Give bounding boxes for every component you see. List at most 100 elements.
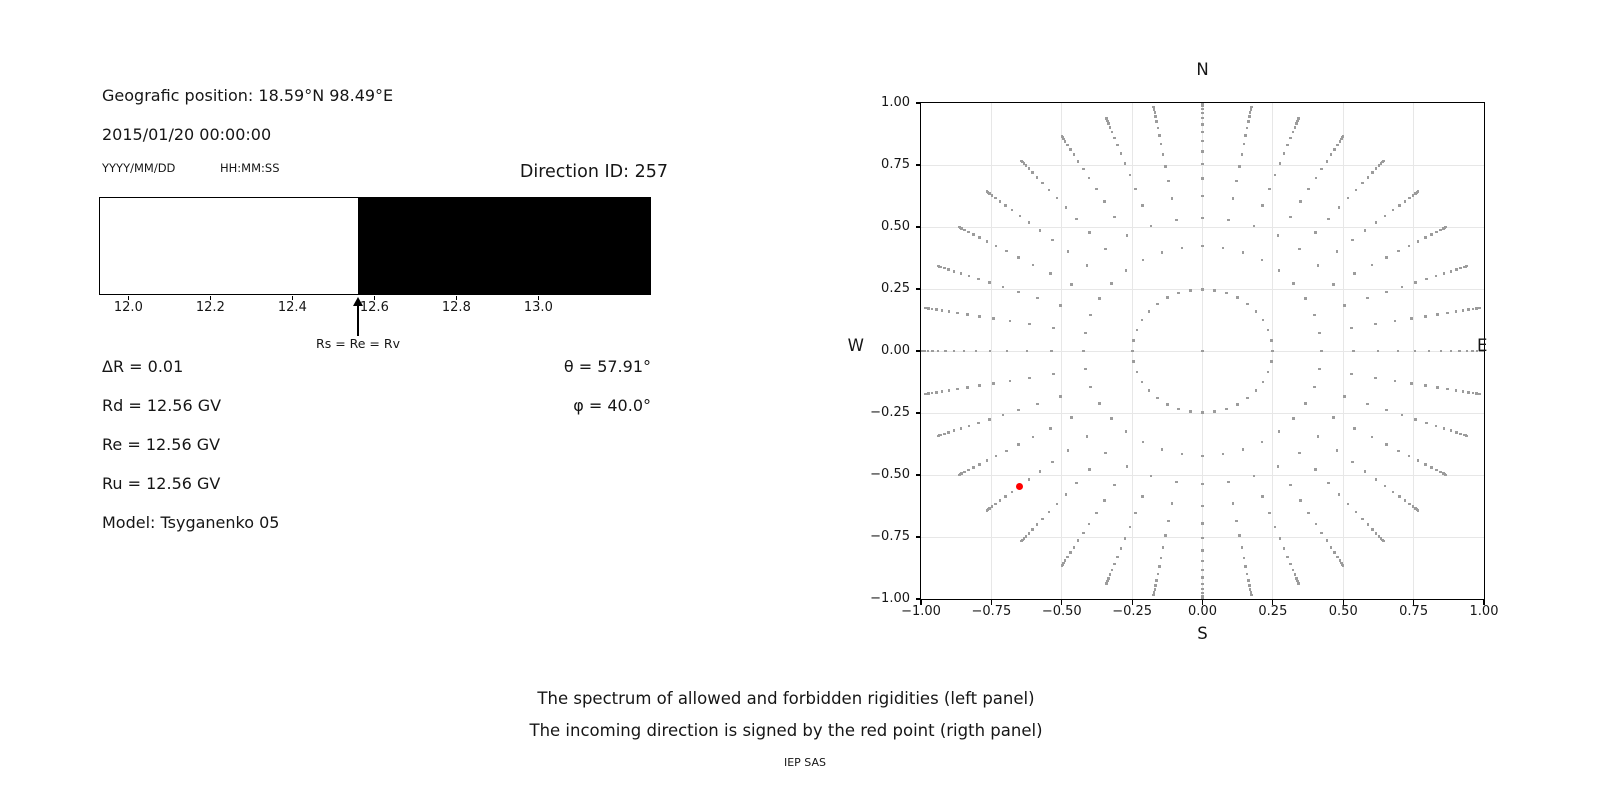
direction-x-tick — [1342, 600, 1344, 605]
direction-grid-dot — [1024, 535, 1028, 538]
date-format-label: YYYY/MM/DD — [102, 161, 176, 175]
direction-grid-dot — [1340, 137, 1343, 141]
direction-grid-dot — [1408, 502, 1411, 506]
direction-grid-dot — [1442, 227, 1445, 230]
direction-grid-dot — [1289, 562, 1292, 566]
direction-y-tick — [915, 598, 920, 600]
direction-grid-dot — [1027, 221, 1031, 224]
direction-grid-dot — [1398, 204, 1401, 207]
direction-y-tick — [915, 412, 920, 414]
credit-text: IEP SAS — [783, 756, 827, 769]
direction-grid-dot — [1379, 162, 1383, 165]
direction-grid-dot — [1374, 322, 1377, 326]
direction-grid-dot — [1391, 208, 1395, 212]
direction-grid-dot — [958, 473, 962, 476]
direction-grid-dot — [937, 434, 941, 437]
direction-grid-dot — [1374, 167, 1378, 170]
direction-grid-dot — [1475, 392, 1478, 395]
direction-grid-dot — [1379, 537, 1383, 540]
direction-grid-dot — [1260, 258, 1264, 262]
direction-grid-dot — [1434, 424, 1438, 428]
direction-grid-dot — [925, 306, 928, 310]
direction-grid-dot — [1017, 443, 1020, 446]
direction-grid-dot — [1443, 226, 1447, 229]
direction-grid-dot — [1333, 551, 1336, 554]
direction-grid-dot — [1124, 269, 1128, 272]
direction-grid-dot — [1017, 290, 1020, 294]
direction-grid-dot — [1268, 511, 1271, 515]
direction-grid-dot — [959, 272, 963, 275]
direction-grid-dot — [1128, 525, 1132, 529]
caption-line1: The spectrum of allowed and forbidden ri… — [537, 689, 1035, 708]
direction-grid-dot — [1246, 396, 1249, 400]
direction-grid-dot — [1201, 504, 1204, 508]
direction-grid-dot — [1307, 511, 1310, 515]
direction-grid-dot — [1366, 402, 1369, 406]
direction-y-tick — [915, 536, 920, 538]
direction-grid-dot — [988, 418, 991, 421]
direction-grid-dot — [1296, 119, 1299, 123]
direction-grid-dot — [1038, 470, 1042, 473]
direction-grid-dot — [1089, 385, 1092, 389]
direction-grid-dot — [1385, 290, 1388, 294]
direction-grid-dot — [1376, 349, 1380, 353]
direction-grid-dot — [939, 265, 943, 269]
direction-grid-dot — [1123, 537, 1127, 540]
direction-grid-dot — [1341, 135, 1344, 139]
direction-y-tick-label: −0.50 — [870, 467, 910, 482]
direction-grid-dot — [1004, 495, 1007, 498]
direction-grid-dot — [1266, 328, 1270, 332]
direction-grid-dot — [947, 310, 951, 313]
direction-grid-dot — [1070, 416, 1073, 419]
direction-grid-dot — [1363, 229, 1367, 232]
direction-grid-dot — [1180, 246, 1184, 249]
direction-grid-dot — [1314, 522, 1317, 526]
direction-grid-dot — [1084, 331, 1087, 335]
direction-grid-dot — [939, 433, 943, 437]
direction-grid-dot — [1031, 263, 1035, 267]
direction-grid-dot — [1247, 579, 1250, 582]
direction-grid-dot — [1236, 296, 1239, 299]
direction-grid-dot — [1249, 592, 1253, 596]
direction-grid-dot — [962, 349, 966, 353]
direction-grid-dot — [936, 349, 940, 353]
direction-grid-dot — [1397, 449, 1400, 453]
direction-grid-dot — [1201, 288, 1204, 291]
direction-grid-dot — [1201, 177, 1204, 180]
direction-grid-dot — [967, 468, 970, 472]
direction-grid-dot — [1087, 522, 1091, 526]
direction-grid-dot — [1248, 588, 1252, 591]
direction-grid-dot — [1414, 192, 1417, 195]
direction-grid-dot — [1407, 454, 1411, 458]
direction-grid-dot — [1113, 562, 1116, 566]
direction-grid-dot — [967, 424, 971, 428]
spectrum-x-tick-label: 12.4 — [277, 300, 307, 315]
direction-grid-dot — [963, 228, 966, 232]
direction-grid-dot — [1141, 495, 1144, 498]
direction-grid-dot — [1325, 539, 1329, 542]
direction-grid-dot — [1246, 302, 1249, 306]
direction-grid-dot — [1443, 473, 1447, 476]
direction-grid-dot — [1152, 592, 1156, 596]
direction-grid-dot — [1436, 386, 1439, 389]
direction-grid-dot — [1125, 465, 1129, 468]
direction-grid-dot — [990, 194, 994, 197]
direction-grid-dot — [1241, 448, 1245, 451]
compass-south-label: S — [1197, 624, 1208, 643]
direction-grid-dot — [1075, 481, 1078, 485]
direction-grid-dot — [1350, 326, 1353, 330]
direction-grid-dot — [1371, 171, 1374, 174]
direction-grid-dot — [1027, 532, 1031, 535]
direction-grid-dot — [1400, 285, 1404, 289]
direction-grid-dot — [1354, 188, 1358, 192]
direction-grid-dot — [1041, 181, 1044, 185]
direction-grid-dot — [1381, 160, 1384, 164]
direction-grid-dot — [1381, 538, 1384, 542]
direction-grid-dot — [1327, 481, 1330, 485]
direction-grid-dot — [1329, 153, 1333, 156]
spectrum-x-tick-label: 13.0 — [523, 300, 553, 315]
direction-grid-dot — [1385, 443, 1388, 446]
direction-grid-dot — [1407, 244, 1411, 248]
direction-grid-dot — [985, 240, 989, 243]
spectrum-region-forbidden — [357, 198, 650, 294]
